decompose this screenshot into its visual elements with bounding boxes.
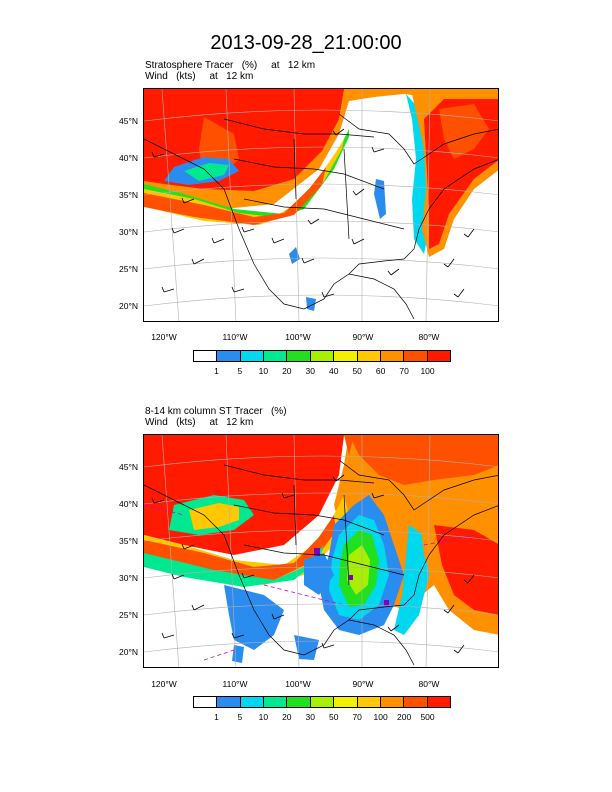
colorbar-swatch: [310, 697, 335, 707]
top-subtitle-line2: Wind (kts) at 12 km: [145, 71, 254, 82]
colorbar-swatch: [357, 351, 381, 361]
bottom-lon-label: 100°W: [285, 679, 311, 689]
colorbar-label: 20: [282, 366, 292, 376]
colorbar-label: 10: [258, 366, 269, 376]
bottom-lat-label: 30°N: [119, 573, 138, 583]
top-lat-label: 40°N: [119, 153, 138, 163]
top-lat-label: 25°N: [119, 264, 138, 274]
colorbar-label: 30: [305, 366, 315, 376]
top-lon-label: 90°W: [352, 332, 374, 342]
colorbar-label: 1: [214, 366, 219, 376]
colorbar-swatch: [217, 697, 241, 707]
colorbar-label: 20: [282, 712, 292, 722]
top-lat-label: 30°N: [119, 227, 138, 237]
colorbar-label: 10: [258, 712, 269, 722]
top-lon-label: 110°W: [222, 332, 248, 342]
colorbar-label: 100: [373, 712, 388, 722]
colorbar-swatch: [404, 351, 428, 361]
colorbar-swatch: [287, 351, 311, 361]
colorbar-swatch: [264, 697, 288, 707]
bottom-colorbar: [193, 696, 451, 708]
colorbar-swatch: [194, 697, 218, 707]
colorbar-swatch: [380, 351, 405, 361]
colorbar-swatch: [334, 697, 358, 707]
colorbar-swatch: [240, 697, 265, 707]
bottom-lat-label: 25°N: [119, 610, 138, 620]
top-lon-label: 120°W: [151, 332, 177, 342]
colorbar-label: 1: [214, 712, 219, 722]
top-colorbar: [193, 350, 451, 362]
colorbar-label: 200: [396, 712, 412, 722]
bottom-map: [143, 434, 499, 668]
top-subtitle-line1: Stratosphere Tracer (%) at 12 km: [145, 60, 316, 71]
top-lon-label: 80°W: [418, 332, 440, 342]
bottom-subtitle-line2: Wind (kts) at 12 km: [145, 417, 254, 428]
colorbar-swatch: [334, 351, 358, 361]
colorbar-swatch: [380, 697, 405, 707]
colorbar-label: 5: [237, 366, 243, 376]
bottom-lon-label: 120°W: [151, 679, 177, 689]
bottom-lat-label: 40°N: [119, 499, 138, 509]
bottom-lon-label: 80°W: [418, 679, 440, 689]
colorbar-swatch: [357, 697, 381, 707]
figure-title: 2013-09-28_21:00:00: [210, 32, 402, 54]
colorbar-swatch: [427, 697, 450, 707]
colorbar-swatch: [194, 351, 218, 361]
colorbar-label: 30: [305, 712, 315, 722]
bottom-lat-label: 20°N: [119, 647, 138, 657]
colorbar-label: 500: [420, 712, 435, 722]
top-lat-label: 35°N: [119, 190, 138, 200]
top-lat-label: 20°N: [119, 301, 138, 311]
colorbar-label: 50: [328, 712, 339, 722]
colorbar-label: 50: [352, 366, 362, 376]
top-lat-label: 45°N: [119, 116, 138, 126]
colorbar-label: 60: [375, 366, 386, 376]
colorbar-label: 70: [352, 712, 362, 722]
colorbar-swatch: [240, 351, 265, 361]
colorbar-label: 100: [420, 366, 435, 376]
bottom-subtitle-line1: 8-14 km column ST Tracer (%): [145, 406, 287, 417]
colorbar-swatch: [404, 697, 428, 707]
top-lon-label: 100°W: [285, 332, 311, 342]
colorbar-swatch: [310, 351, 335, 361]
bottom-lon-label: 90°W: [352, 679, 374, 689]
bottom-lat-label: 45°N: [119, 462, 138, 472]
colorbar-label: 40: [328, 366, 339, 376]
colorbar-label: 70: [399, 366, 409, 376]
colorbar-swatch: [217, 351, 241, 361]
bottom-lon-label: 110°W: [222, 679, 248, 689]
colorbar-swatch: [287, 697, 311, 707]
top-map: [143, 88, 499, 322]
bottom-lat-label: 35°N: [119, 536, 138, 546]
colorbar-label: 5: [237, 712, 243, 722]
colorbar-swatch: [264, 351, 288, 361]
colorbar-swatch: [427, 351, 450, 361]
